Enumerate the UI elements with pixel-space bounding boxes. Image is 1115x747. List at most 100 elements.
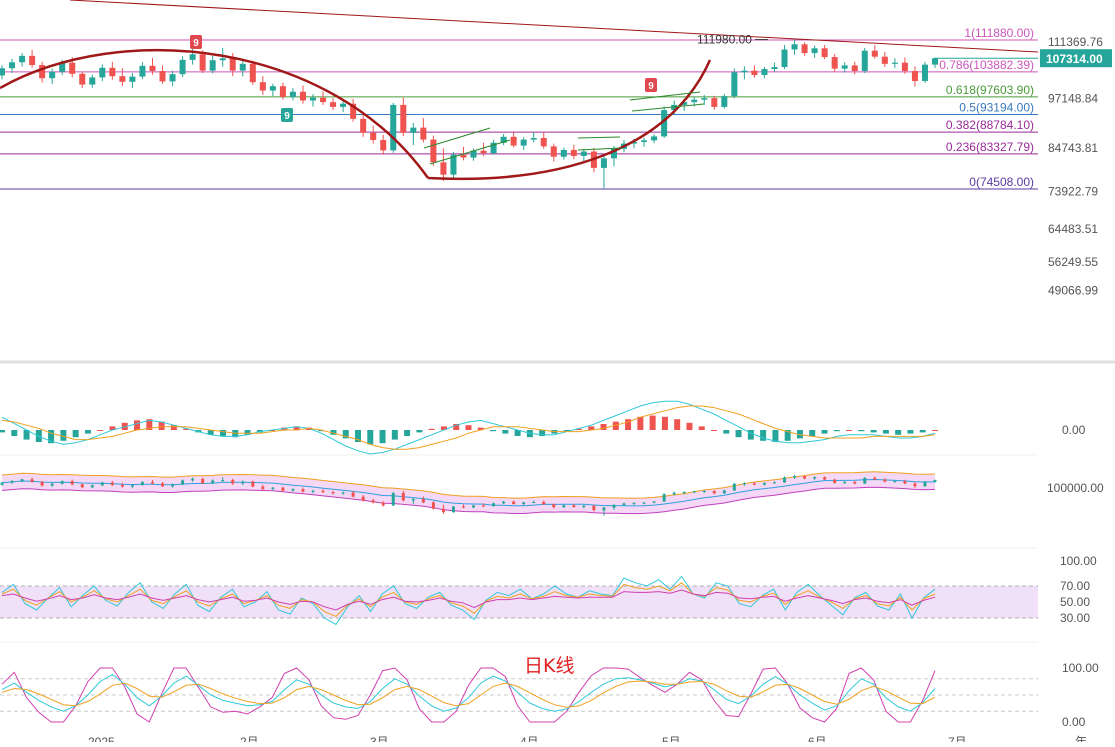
boll-candle-body [431,502,435,509]
x-axis-label: 3月 [370,735,389,742]
candle-body [871,50,878,57]
boll-candle-body [903,481,907,484]
kdj-axis-label: 100.00 [1062,661,1099,675]
candle-body [921,64,928,81]
boll-candle-body [110,482,114,485]
candle-body [400,104,407,133]
boll-candle-body [482,505,486,507]
boll-candle-body [40,481,44,486]
candle-body [510,136,517,146]
boll-candle-body [823,477,827,480]
boll-candle-body [321,490,325,493]
candle-body [249,63,256,83]
candle-body [881,56,888,64]
candle-body [209,60,216,71]
boll-candle-body [371,500,375,503]
macd-histogram-bar [907,430,914,434]
boll-candle-body [833,479,837,483]
boll-candle-body [70,481,74,485]
candle-body [370,132,377,140]
macd-histogram-bar [539,430,546,436]
boll-candle-body [512,501,516,505]
boll-candle-body [592,505,596,511]
boll-candle-body [752,483,756,485]
macd-histogram-bar [97,430,104,431]
boll-candle-body [0,482,4,485]
boll-candle-body [221,479,225,481]
boll-candle-body [502,501,506,504]
candle-body [169,74,176,82]
candle-body [891,62,898,64]
cup-arc [0,48,430,179]
candle-body [19,55,26,63]
candle-body [450,154,457,175]
macd-histogram-bar [919,430,926,433]
boll-candle-body [421,499,425,503]
rsi6-line [1,575,936,626]
macd-histogram-bar [84,430,91,434]
boll-upper-line [1,471,936,499]
last-price-tag [1040,49,1112,68]
candle-body [460,154,467,158]
channel-line [577,147,623,151]
rsi-axis-label: 100.00 [1060,554,1097,568]
macd-histogram-bar [649,415,656,430]
td-marker-badge [190,35,202,49]
candle-body [179,59,186,75]
boll-candle-body [211,480,215,484]
macd-histogram-bar [244,430,251,435]
candle-body [109,67,116,77]
channel-line [631,103,705,112]
boll-candle-body [181,480,185,485]
footer-annotation: 日K线 [524,655,575,677]
candle-body [931,58,939,65]
x-axis-label: 4月 [520,735,539,742]
candle-body [149,65,156,72]
macd-histogram-bar [109,426,116,430]
boll-candle-body [50,483,54,486]
candle-body [299,91,306,101]
boll-candle-body [472,505,476,508]
fib-level-label: 1(111880.00) [964,26,1034,40]
macd-histogram-bar [428,428,435,430]
candle-body [550,146,557,157]
candle-body [279,86,286,97]
candle-body [159,71,166,82]
candle-body [470,150,477,158]
boll-candle-body [381,502,385,506]
candle-body [360,118,367,133]
macd-histogram-bar [612,421,619,430]
candle-body [741,70,748,73]
macd-histogram-bar [134,420,141,430]
candle-body [791,44,798,50]
candle-body [440,162,447,175]
macd-histogram-bar [637,416,644,430]
candle-body [641,140,648,142]
boll-candle-body [722,490,726,494]
boll-candle-body [30,479,34,482]
macd-histogram-bar [600,424,607,430]
td-marker-badge [281,108,293,122]
channel-line [629,91,701,101]
x-axis-label: 5月 [662,735,681,742]
boll-candle-body [120,484,124,487]
candle-body [0,68,6,76]
boll-candle-body [552,504,556,508]
macd-histogram-bar [870,430,877,433]
boll-candle-body [271,487,275,489]
candle-body [821,48,828,58]
boll-candle-body [762,482,766,485]
candle-body [911,71,918,81]
boll-candle-body [411,499,415,501]
macd-histogram-bar [895,430,902,435]
x-axis-label: 6月 [808,735,827,742]
td-marker-label: 9 [648,81,654,92]
macd-histogram-bar [588,426,595,430]
candle-body [540,137,547,147]
candle-body [420,127,427,140]
macd-histogram-bar [355,430,362,442]
candle-body [490,142,497,154]
boll-candle-body [702,490,706,492]
boll-candle-body [191,478,195,481]
candle-body [380,139,387,151]
